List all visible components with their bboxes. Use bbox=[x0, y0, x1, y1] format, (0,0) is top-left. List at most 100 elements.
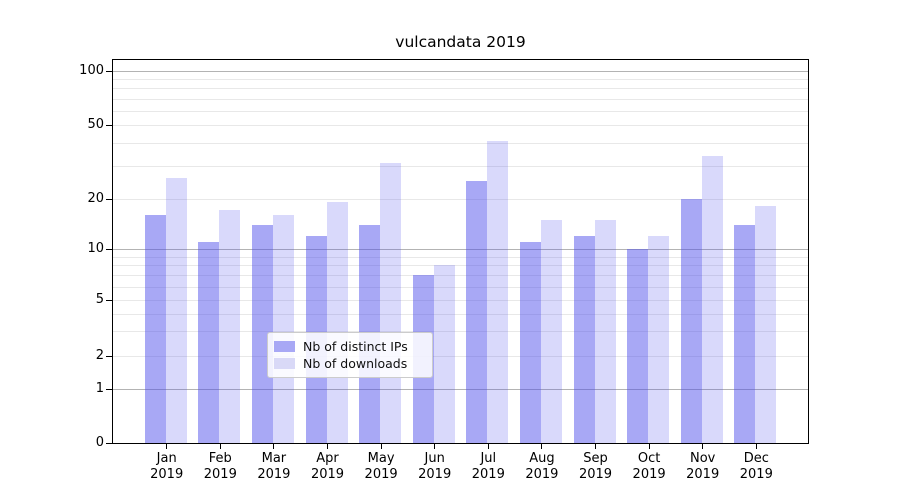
y-gridline-minor bbox=[113, 286, 808, 288]
x-tick-mark bbox=[434, 444, 436, 449]
legend-swatch-distinct-ips bbox=[274, 341, 295, 352]
x-tick-mark bbox=[219, 444, 221, 449]
x-tick-label: Nov 2019 bbox=[673, 451, 733, 483]
y-gridline-minor bbox=[113, 198, 808, 200]
x-tick-year: 2019 bbox=[578, 467, 613, 482]
y-gridline-minor bbox=[113, 356, 808, 357]
x-tick-month: Mar bbox=[261, 451, 287, 466]
legend-entry-distinct-ips: Nb of distinct IPs bbox=[274, 338, 424, 355]
bar bbox=[272, 214, 294, 443]
bar bbox=[627, 249, 649, 443]
y-gridline-minor bbox=[113, 331, 808, 333]
x-tick-label: Jul 2019 bbox=[458, 451, 518, 483]
x-tick-month: Oct bbox=[637, 451, 661, 466]
bar bbox=[466, 180, 488, 443]
x-tick-mark bbox=[327, 444, 328, 449]
y-gridline-minor bbox=[113, 98, 808, 100]
y-tick-mark bbox=[106, 389, 112, 390]
bar bbox=[594, 219, 616, 443]
y-gridline-major bbox=[113, 71, 808, 72]
bar bbox=[487, 140, 509, 443]
x-tick-label: Aug 2019 bbox=[512, 451, 572, 483]
x-tick-label: Oct 2019 bbox=[619, 451, 679, 483]
y-gridline-minor bbox=[113, 88, 808, 90]
y-tick-label: 0 bbox=[95, 435, 104, 450]
y-gridline-minor bbox=[113, 125, 808, 126]
x-tick-year: 2019 bbox=[364, 467, 398, 482]
x-tick-month: Aug bbox=[529, 451, 555, 466]
y-tick-label: 20 bbox=[87, 190, 104, 206]
y-tick-label: 5 bbox=[95, 292, 104, 307]
x-tick-label: Jan 2019 bbox=[137, 451, 197, 483]
x-tick-mark bbox=[487, 444, 489, 449]
x-tick-month: Nov bbox=[690, 451, 716, 466]
x-tick-mark bbox=[595, 444, 596, 449]
bar bbox=[144, 214, 166, 443]
x-tick-month: Jan bbox=[156, 451, 177, 466]
x-tick-month: May bbox=[367, 451, 395, 466]
x-tick-month: Dec bbox=[743, 451, 769, 466]
y-tick-mark bbox=[106, 443, 112, 444]
y-gridline-major bbox=[113, 249, 808, 250]
y-gridline-minor bbox=[113, 313, 808, 315]
x-tick-year: 2019 bbox=[150, 467, 184, 482]
x-tick-month: Feb bbox=[208, 451, 232, 466]
x-tick-month: Jun bbox=[424, 451, 445, 466]
bar bbox=[573, 235, 595, 443]
y-gridline-minor bbox=[113, 142, 808, 144]
x-tick-label: Apr 2019 bbox=[298, 451, 358, 483]
x-tick-year: 2019 bbox=[525, 467, 559, 482]
y-tick-label: 50 bbox=[87, 117, 104, 132]
x-tick-year: 2019 bbox=[203, 467, 237, 482]
bar bbox=[734, 224, 756, 443]
bar bbox=[680, 198, 702, 443]
bar bbox=[219, 210, 241, 443]
y-tick-label: 100 bbox=[79, 63, 104, 78]
bar bbox=[326, 202, 348, 443]
bar bbox=[165, 177, 187, 443]
y-gridline-minor bbox=[113, 166, 808, 167]
bar bbox=[433, 265, 455, 443]
y-tick-mark bbox=[106, 249, 112, 250]
x-tick-label: Dec 2019 bbox=[726, 451, 786, 483]
x-tick-mark bbox=[755, 444, 757, 449]
y-tick-mark bbox=[106, 198, 112, 200]
bar bbox=[251, 224, 273, 443]
x-tick-mark bbox=[380, 444, 382, 449]
bar bbox=[380, 163, 402, 443]
x-tick-label: May 2019 bbox=[351, 451, 411, 483]
plot-area: Jan 2019 Feb 2019 Mar 2019 Apr 2019 May 2019 Jun 20… bbox=[79, 60, 808, 482]
x-tick-month: Sep bbox=[583, 451, 608, 466]
legend-label-distinct-ips: Nb of distinct IPs bbox=[303, 339, 408, 354]
legend-label-downloads: Nb of downloads bbox=[303, 356, 408, 371]
x-tick-mark bbox=[166, 444, 168, 449]
y-gridline-minor bbox=[113, 79, 808, 81]
y-gridline-major bbox=[113, 389, 808, 390]
y-gridline-minor bbox=[113, 265, 808, 267]
x-tick-year: 2019 bbox=[310, 467, 345, 482]
x-tick-year: 2019 bbox=[632, 467, 666, 482]
x-tick-year: 2019 bbox=[418, 467, 452, 482]
chart-title: vulcandata 2019 bbox=[395, 33, 526, 51]
y-tick-label: 10 bbox=[87, 241, 104, 256]
x-tick-mark bbox=[648, 444, 650, 449]
bar bbox=[198, 242, 220, 443]
y-tick-label: 1 bbox=[95, 381, 104, 396]
y-tick-mark bbox=[106, 71, 112, 72]
bar bbox=[540, 219, 562, 443]
bar bbox=[519, 242, 541, 443]
x-tick-label: Jun 2019 bbox=[405, 451, 465, 483]
x-tick-mark bbox=[702, 444, 704, 449]
y-tick-mark bbox=[106, 125, 112, 126]
bar bbox=[701, 155, 723, 443]
legend-entry-downloads: Nb of downloads bbox=[274, 355, 424, 372]
x-tick-year: 2019 bbox=[471, 467, 505, 482]
y-tick-mark bbox=[106, 356, 112, 357]
x-tick-month: Apr bbox=[316, 451, 339, 466]
x-tick-label: Sep 2019 bbox=[566, 451, 626, 483]
x-tick-year: 2019 bbox=[739, 467, 773, 482]
bar bbox=[648, 235, 670, 443]
y-gridline-minor bbox=[113, 300, 808, 301]
x-tick-mark bbox=[541, 444, 543, 449]
